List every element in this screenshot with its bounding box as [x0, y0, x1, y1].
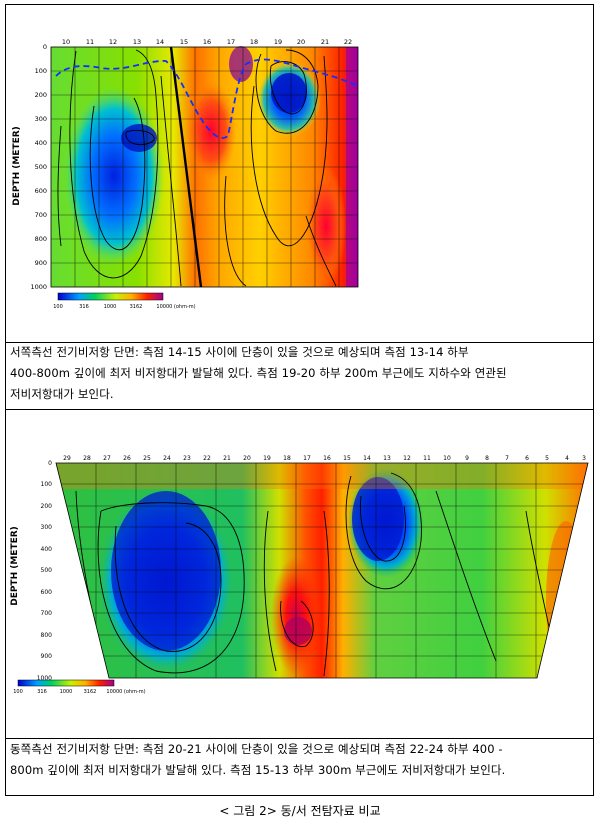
- colorbar-tick: 1000: [104, 304, 117, 310]
- station-label: 19: [263, 455, 271, 462]
- east-section-image: [55, 462, 589, 679]
- station-label: 28: [83, 455, 91, 462]
- station-label: 15: [343, 455, 351, 462]
- station-label: 13: [383, 455, 391, 462]
- station-label: 7: [505, 455, 509, 462]
- depth-tick: 100: [35, 67, 47, 75]
- colorbar-tick: 100: [13, 689, 23, 695]
- station-label: 17: [227, 38, 235, 46]
- divider: [5, 738, 594, 739]
- station-label: 11: [86, 38, 94, 46]
- depth-tick: 1000: [37, 675, 52, 682]
- depth-tick: 300: [35, 115, 47, 123]
- station-label: 13: [133, 38, 141, 46]
- station-label: 22: [203, 455, 211, 462]
- colorbar-tick: 3162: [84, 689, 97, 695]
- depth-tick: 0: [43, 43, 47, 51]
- depth-tick: 600: [41, 589, 53, 596]
- station-label: 29: [63, 455, 71, 462]
- caption-line: 800m 깊이에 최저 비저항대가 발달해 있다. 측점 15-13 하부 30…: [10, 763, 506, 777]
- divider: [5, 409, 594, 410]
- east-caption: 동쪽측선 전기비저항 단면: 측점 20-21 사이에 단층이 있을 것으로 예…: [10, 739, 585, 781]
- station-label: 17: [303, 455, 311, 462]
- depth-tick: 400: [35, 139, 47, 147]
- station-label: 22: [344, 38, 352, 46]
- station-label: 12: [109, 38, 117, 46]
- colorbar-tick: 10000 (ohm-m): [156, 304, 195, 310]
- depth-tick: 500: [35, 163, 47, 171]
- depth-tick: 800: [35, 235, 47, 243]
- colorbar-tick: 3162: [130, 304, 143, 310]
- figure-title: < 그림 2> 동/서 전탐자료 비교: [219, 804, 381, 818]
- station-label: 16: [323, 455, 331, 462]
- station-label: 6: [525, 455, 529, 462]
- figure-frame: [5, 4, 594, 796]
- caption-line: 400-800m 깊이에 최저 비저항대가 발달해 있다. 측점 19-20 하…: [10, 366, 507, 380]
- depth-tick: 600: [35, 187, 47, 195]
- station-label: 25: [143, 455, 151, 462]
- colorbar-tick: 1000: [60, 689, 73, 695]
- station-label: 27: [103, 455, 111, 462]
- east-colorbar: 100 316 1000 3162 10000 (ohm-m): [13, 679, 146, 695]
- east-station-labels: 29 28 27 26 25 24 23 22 21 20 19 18 17 1…: [63, 455, 586, 462]
- depth-axis-label: DEPTH (METER): [12, 126, 22, 206]
- station-label: 18: [283, 455, 291, 462]
- station-label: 26: [123, 455, 131, 462]
- east-resistivity-section: DEPTH (METER): [10, 455, 589, 695]
- station-label: 10: [62, 38, 70, 46]
- station-label: 21: [223, 455, 231, 462]
- depth-tick: 200: [41, 503, 53, 510]
- station-label: 19: [274, 38, 282, 46]
- depth-tick: 400: [41, 546, 53, 553]
- depth-axis-label: DEPTH (METER): [10, 526, 20, 606]
- depth-tick: 1000: [30, 283, 47, 291]
- depth-tick: 700: [41, 610, 53, 617]
- station-label: 14: [156, 38, 164, 46]
- depth-tick: 500: [41, 567, 53, 574]
- depth-tick: 100: [41, 481, 53, 488]
- station-label: 15: [180, 38, 188, 46]
- west-colorbar: 100 316 1000 3162 10000 (ohm-m): [53, 292, 196, 310]
- depth-tick: 200: [35, 91, 47, 99]
- station-label: 23: [183, 455, 191, 462]
- station-label: 18: [250, 38, 258, 46]
- colorbar-tick: 10000 (ohm-m): [106, 689, 145, 695]
- station-label: 3: [582, 455, 586, 462]
- station-label: 5: [545, 455, 549, 462]
- station-label: 4: [565, 455, 569, 462]
- station-label: 12: [403, 455, 411, 462]
- west-caption: 서쪽측선 전기비저항 단면: 측점 14-15 사이에 단층이 있을 것으로 예…: [10, 342, 585, 405]
- station-label: 10: [443, 455, 451, 462]
- station-label: 20: [297, 38, 305, 46]
- depth-tick: 900: [41, 653, 53, 660]
- colorbar-tick: 316: [37, 689, 47, 695]
- station-label: 8: [485, 455, 489, 462]
- caption-line: 저비저항대가 보인다.: [10, 387, 114, 401]
- west-station-labels: 10 11 12 13 14 15 16 17 18 19 20 21 22: [62, 38, 352, 46]
- west-section-image: [50, 46, 359, 288]
- station-label: 20: [243, 455, 251, 462]
- station-label: 21: [321, 38, 329, 46]
- station-label: 14: [363, 455, 371, 462]
- station-label: 9: [465, 455, 469, 462]
- depth-tick: 900: [35, 259, 47, 267]
- station-label: 11: [423, 455, 431, 462]
- station-label: 16: [203, 38, 211, 46]
- depth-tick: 300: [41, 524, 53, 531]
- colorbar-tick: 100: [53, 304, 63, 310]
- depth-tick: 0: [48, 460, 52, 467]
- depth-tick: 800: [41, 632, 53, 639]
- station-label: 24: [163, 455, 171, 462]
- colorbar-tick: 316: [79, 304, 89, 310]
- west-resistivity-section: DEPTH (METER): [12, 38, 359, 310]
- divider: [5, 342, 594, 343]
- east-depth-ticks: 0 100 200 300 400 500 600 700 800 900 10…: [37, 460, 52, 682]
- caption-line: 서쪽측선 전기비저항 단면: 측점 14-15 사이에 단층이 있을 것으로 예…: [10, 345, 469, 359]
- caption-line: 동쪽측선 전기비저항 단면: 측점 20-21 사이에 단층이 있을 것으로 예…: [10, 742, 503, 756]
- depth-tick: 700: [35, 211, 47, 219]
- west-depth-ticks: 0 100 200 300 400 500 600 700 800 900 10…: [30, 43, 47, 291]
